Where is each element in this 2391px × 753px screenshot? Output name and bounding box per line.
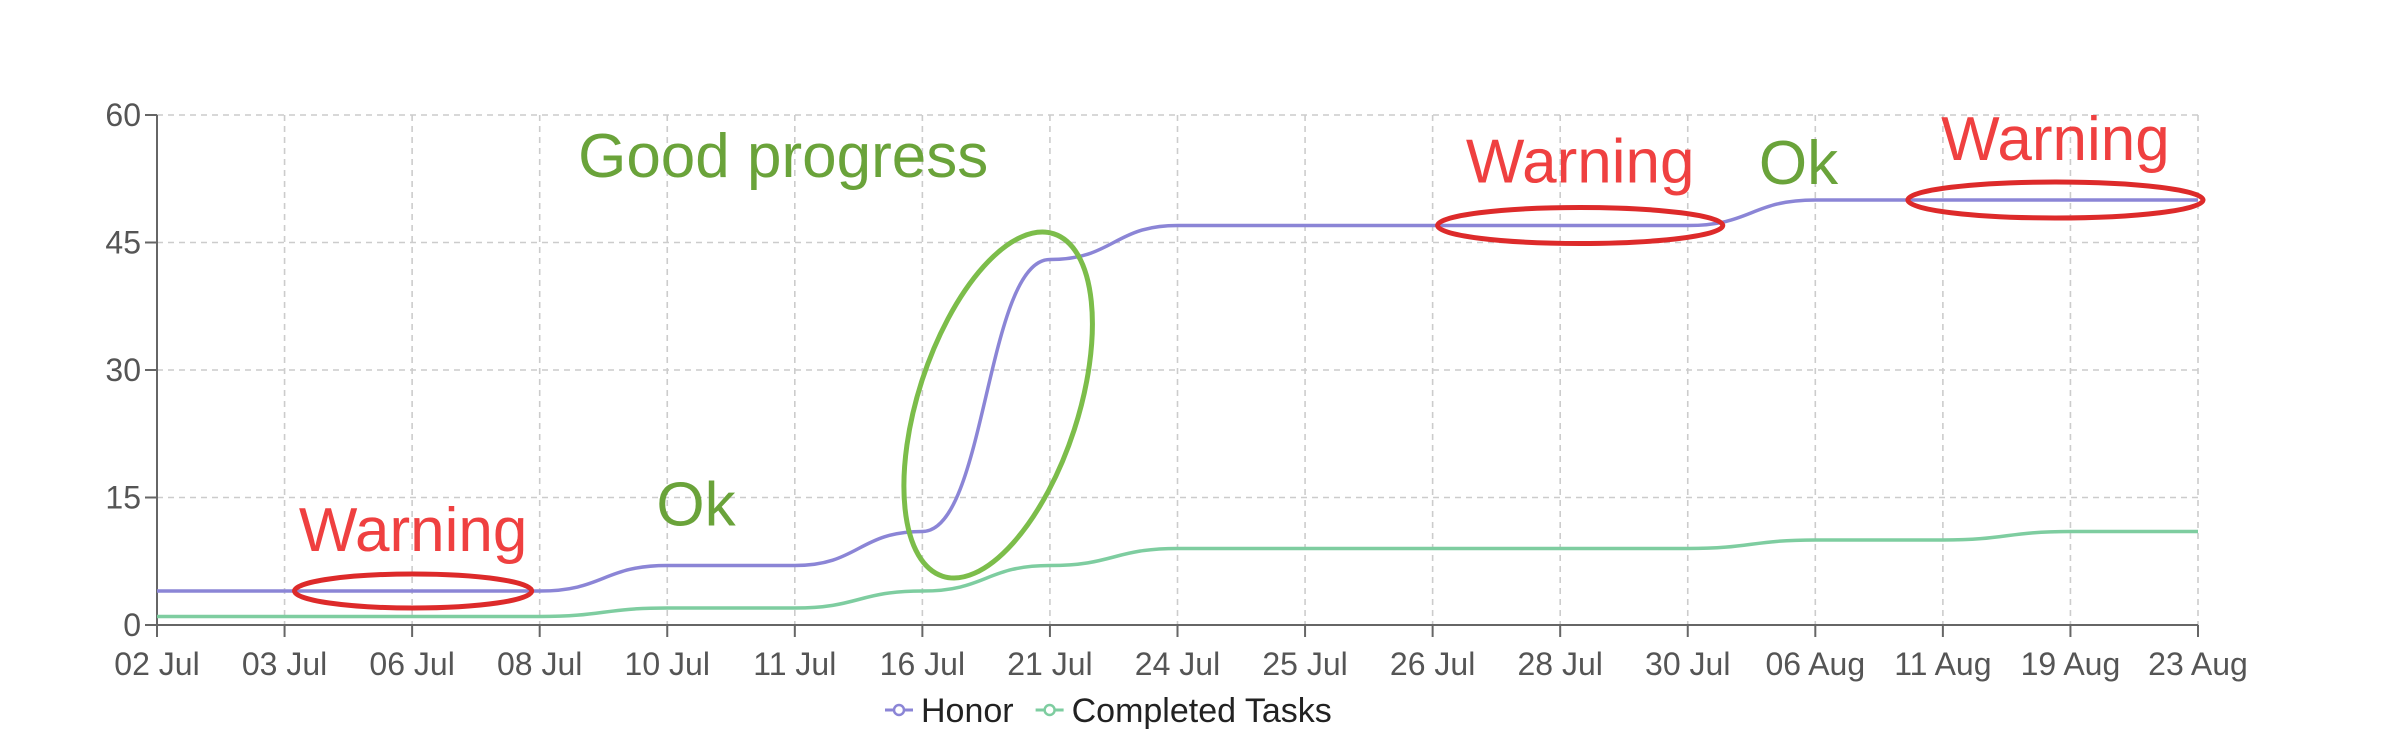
x-tick-label: 25 Jul bbox=[1262, 646, 1347, 682]
legend-label: Completed Tasks bbox=[1072, 692, 1332, 730]
x-tick-label: 26 Jul bbox=[1390, 646, 1475, 682]
warning-ellipse bbox=[1435, 205, 1726, 246]
x-tick-label: 16 Jul bbox=[880, 646, 965, 682]
legend-swatch-marker bbox=[1043, 703, 1056, 717]
x-tick-label: 21 Jul bbox=[1007, 646, 1092, 682]
x-tick-label: 28 Jul bbox=[1517, 646, 1602, 682]
grid bbox=[156, 114, 2199, 626]
x-tick-label: 06 Jul bbox=[369, 646, 454, 682]
legend-item[interactable]: Completed Tasks bbox=[1035, 692, 1332, 730]
series-line-completed-tasks bbox=[157, 529, 2198, 619]
annotation-label: Warning bbox=[299, 496, 528, 565]
y-tick-label: 15 bbox=[105, 480, 141, 516]
legend-item[interactable]: Honor bbox=[885, 692, 1014, 730]
annotation-label: Ok bbox=[1759, 129, 1839, 198]
x-tick-label: 19 Aug bbox=[2021, 646, 2121, 682]
x-tick-label: 03 Jul bbox=[242, 646, 327, 682]
annotation-label: Warning bbox=[1466, 128, 1695, 197]
warning-ellipse bbox=[292, 571, 535, 611]
x-tick-label: 02 Jul bbox=[114, 646, 199, 682]
y-tick-label: 45 bbox=[105, 225, 141, 261]
x-tick-label: 10 Jul bbox=[625, 646, 710, 682]
x-tick-label: 11 Jul bbox=[753, 646, 836, 682]
series-line-honor bbox=[157, 198, 2198, 593]
x-tick-label: 23 Aug bbox=[2148, 646, 2248, 682]
y-tick-label: 60 bbox=[105, 97, 141, 133]
progress-ellipse bbox=[901, 229, 1095, 581]
annotation-label: Good progress bbox=[578, 122, 988, 191]
x-tick-label: 24 Jul bbox=[1135, 646, 1220, 682]
series-layer bbox=[156, 198, 2199, 619]
legend[interactable]: Honor Completed Tasks bbox=[885, 692, 1332, 730]
legend-label: Honor bbox=[921, 692, 1014, 730]
x-tick-label: 30 Jul bbox=[1645, 646, 1730, 682]
annotation-label: Warning bbox=[1941, 105, 2170, 174]
legend-swatch-marker bbox=[892, 703, 906, 717]
x-tick-label: 11 Aug bbox=[1894, 646, 1991, 682]
annotation-label: Ok bbox=[656, 471, 736, 540]
y-tick-label: 30 bbox=[105, 352, 141, 388]
y-tick-label: 0 bbox=[123, 607, 141, 643]
warning-ellipse bbox=[1905, 179, 2206, 221]
x-tick-label: 08 Jul bbox=[497, 646, 582, 682]
x-tick-label: 06 Aug bbox=[1765, 646, 1865, 682]
annotations-layer: Warning Ok Good progress Warning Ok Warning bbox=[292, 105, 2206, 611]
axes: 0 15 30 45 60 02 Jul 03 Jul 06 Jul 08 Jul 10 Jul 1… bbox=[105, 97, 2247, 682]
